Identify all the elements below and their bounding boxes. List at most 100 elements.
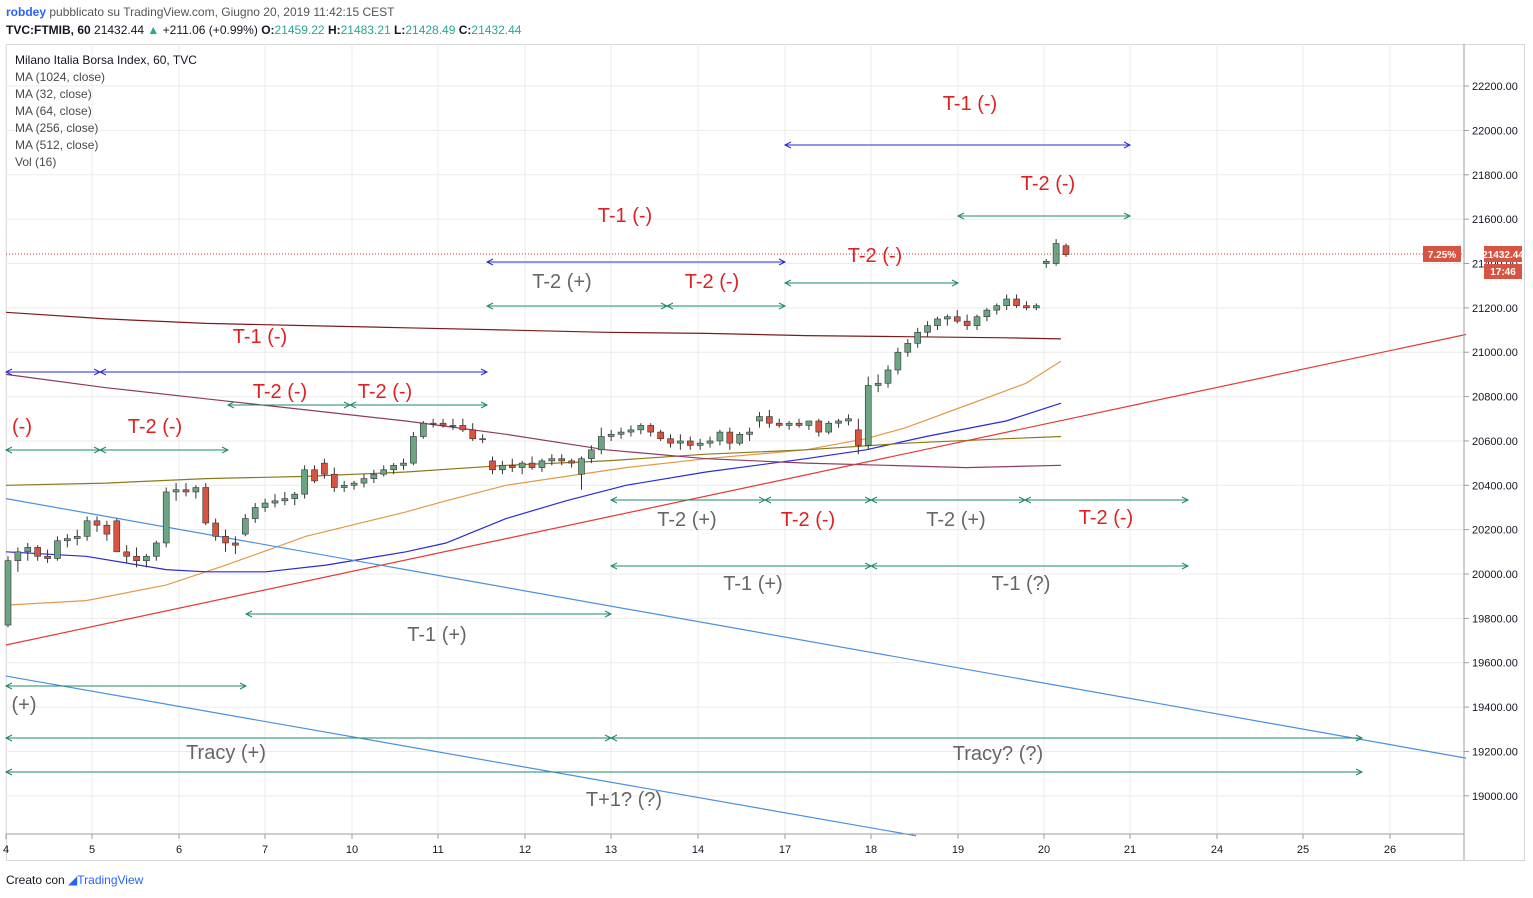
legend-item[interactable]: MA (256, close) xyxy=(15,121,99,135)
annotation-label: T-2 (-) xyxy=(781,509,835,531)
indicator-legend: Milano Italia Borsa Index, 60, TVC MA (1… xyxy=(15,52,197,171)
candle-body xyxy=(924,325,931,333)
legend-item[interactable]: MA (512, close) xyxy=(15,138,99,152)
tradingview-link[interactable]: TradingView xyxy=(77,873,144,887)
candle-body xyxy=(34,547,41,557)
x-tick-label: 7 xyxy=(262,844,268,856)
arrow-head-left xyxy=(4,682,13,690)
candle-body xyxy=(746,431,753,435)
arrow-head-right xyxy=(480,368,489,376)
candle-body xyxy=(736,433,744,444)
candle-body xyxy=(944,316,951,320)
annotation-label: T+1? (?) xyxy=(586,789,662,811)
candle-body xyxy=(350,482,358,486)
candle-body xyxy=(894,351,902,371)
candle-body xyxy=(716,431,724,442)
trend-line xyxy=(5,675,917,837)
candle-body xyxy=(469,429,477,440)
candle-body xyxy=(835,420,842,424)
legend-item[interactable]: MA (1024, close) xyxy=(15,70,106,84)
arrow-head-left xyxy=(665,302,674,310)
candle-body xyxy=(192,487,200,493)
y-tick-label: 20000.00 xyxy=(1472,569,1518,581)
candle-body xyxy=(400,462,407,466)
candle-body xyxy=(993,305,1001,311)
annotation-label: T-1 (-) xyxy=(233,326,287,348)
high-label: H: xyxy=(327,23,341,37)
legend-item[interactable]: MA (32, close) xyxy=(15,87,92,101)
pct-tag-text: 7.25% xyxy=(1428,250,1456,261)
candle-body xyxy=(726,431,734,444)
legend-item[interactable]: Vol (16) xyxy=(15,155,57,169)
x-tick-label: 11 xyxy=(432,844,443,856)
moving-average-line xyxy=(5,360,1062,606)
y-tick-label: 20200.00 xyxy=(1472,525,1518,537)
open-label: O: xyxy=(261,23,275,37)
price-tag-text: 21432.44 xyxy=(1482,250,1524,261)
candle-body xyxy=(14,551,22,562)
arrow-head-left xyxy=(4,368,13,376)
annotation-label: T-2 (-) xyxy=(253,381,307,403)
candle-body xyxy=(568,460,575,464)
author-link[interactable]: robdey xyxy=(6,5,47,19)
candle-body xyxy=(775,422,783,426)
arrow-head-right xyxy=(1355,734,1364,742)
annotation-label: T-2 (-) xyxy=(128,416,182,438)
candle-body xyxy=(113,520,121,553)
candle-body xyxy=(153,542,160,557)
candle-body xyxy=(1003,298,1010,306)
candle-body xyxy=(963,320,971,326)
x-tick-label: 21 xyxy=(1124,844,1136,856)
moving-average-line xyxy=(5,373,1062,469)
arrow-head-left xyxy=(485,302,494,310)
arrow-head-left xyxy=(348,401,357,409)
candle-body xyxy=(212,522,219,537)
x-tick-label: 5 xyxy=(89,844,95,856)
annotation-label: Tracy (+) xyxy=(186,742,266,764)
candle-body xyxy=(627,429,635,433)
annotation-label: T-1 (?) xyxy=(992,573,1051,595)
legend-item[interactable]: MA (64, close) xyxy=(15,104,92,118)
candle-body xyxy=(162,491,170,544)
candle-body xyxy=(73,536,81,539)
x-tick-label: 20 xyxy=(1038,844,1050,856)
x-tick-label: 17 xyxy=(779,844,791,856)
legend-title[interactable]: Milano Italia Borsa Index, 60, TVC xyxy=(15,53,197,67)
y-tick-label: 21200.00 xyxy=(1472,303,1518,315)
footer: Creato con ◢TradingView xyxy=(6,873,143,887)
candle-body xyxy=(815,420,823,433)
candle-body xyxy=(311,469,318,482)
candle-body xyxy=(805,420,813,426)
low-label: L: xyxy=(394,23,406,37)
moving-average-line xyxy=(5,311,1062,340)
candle-body xyxy=(647,425,655,433)
candle-body xyxy=(1042,260,1050,264)
candle-body xyxy=(222,536,229,544)
annotation-label: (-) xyxy=(12,416,32,438)
x-tick-label: 13 xyxy=(605,844,617,856)
change: +211.06 (+0.99%) xyxy=(162,23,258,37)
annotation-labels: T-1 (-) T-2 (-) T-1 (-) T-2 (+) T-2 (-) T-2 (… xyxy=(12,93,1134,811)
arrow-head-left xyxy=(763,496,772,504)
candle-body xyxy=(983,309,991,318)
candle-body xyxy=(756,416,763,422)
candle-body xyxy=(597,436,605,451)
candle-body xyxy=(677,440,684,444)
x-tick-label: 26 xyxy=(1384,844,1396,856)
candle-body xyxy=(44,555,51,559)
candle-body xyxy=(4,560,12,626)
candle-body xyxy=(489,460,496,471)
candle-body xyxy=(301,469,308,495)
candle-body xyxy=(973,316,981,326)
arrow-head-right xyxy=(1355,768,1364,776)
y-tick-label: 21800.00 xyxy=(1472,170,1518,182)
candle-body xyxy=(370,473,378,479)
candle-body xyxy=(706,440,714,444)
arrow-head-right xyxy=(604,610,613,618)
tradingview-logo-icon[interactable]: ◢ xyxy=(68,873,78,887)
candle-body xyxy=(172,489,180,493)
annotation-label: T-2 (+) xyxy=(926,509,985,531)
candle-body xyxy=(825,422,832,433)
candle-body xyxy=(766,416,773,424)
